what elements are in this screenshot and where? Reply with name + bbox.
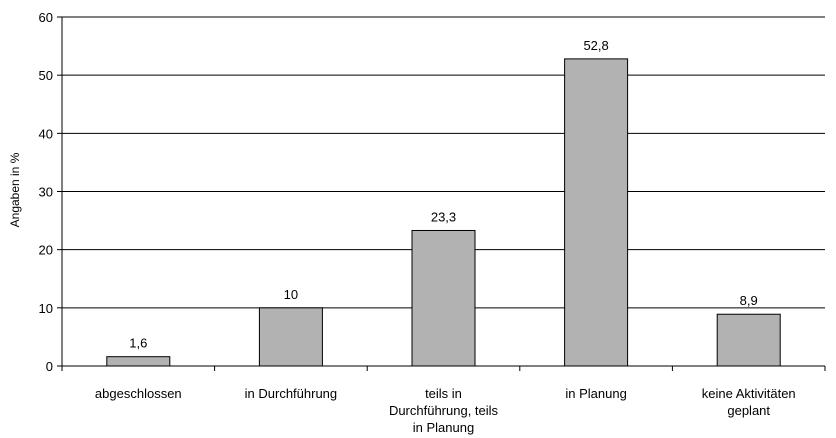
bar <box>564 58 629 367</box>
data-label: 52,8 <box>583 38 608 53</box>
bars <box>106 58 781 367</box>
data-label: 8,9 <box>740 293 758 308</box>
bar <box>258 307 323 367</box>
category-label: abgeschlossen <box>95 386 182 401</box>
data-label: 10 <box>284 287 298 302</box>
category-label-line: keine Aktivitäten <box>702 386 796 401</box>
category-label-line: geplant <box>727 403 770 418</box>
category-label-line: in Durchführung <box>245 386 338 401</box>
category-label: in Planung <box>565 386 626 401</box>
category-label-line: Durchführung, teils <box>389 403 499 418</box>
y-tick-label: 30 <box>39 185 53 200</box>
data-label: 1,6 <box>129 336 147 351</box>
category-label-line: abgeschlossen <box>95 386 182 401</box>
category-label-line: teils in <box>425 386 462 401</box>
y-tick-label: 60 <box>39 10 53 25</box>
y-tick-label: 40 <box>39 126 53 141</box>
y-tick-label: 0 <box>46 359 53 374</box>
bar <box>716 313 781 367</box>
bar <box>411 229 476 367</box>
y-axis-title: Angaben in % <box>8 152 22 227</box>
labels: 0 10 20 30 40 50 60 1,6 abgeschlossen 10 in Durchf… <box>39 10 796 435</box>
category-label-line: in Planung <box>413 420 474 435</box>
y-tick-label: 10 <box>39 301 53 316</box>
y-tick-label: 50 <box>39 68 53 83</box>
category-label: in Durchführung <box>245 386 338 401</box>
category-label: keine Aktivitäten geplant <box>702 386 796 418</box>
data-label: 23,3 <box>431 209 456 224</box>
gridlines <box>62 16 825 309</box>
category-label: teils in Durchführung, teils in Planung <box>389 386 499 435</box>
bar <box>106 356 171 367</box>
category-label-line: in Planung <box>565 386 626 401</box>
y-tick-label: 20 <box>39 243 53 258</box>
axes <box>57 16 826 371</box>
